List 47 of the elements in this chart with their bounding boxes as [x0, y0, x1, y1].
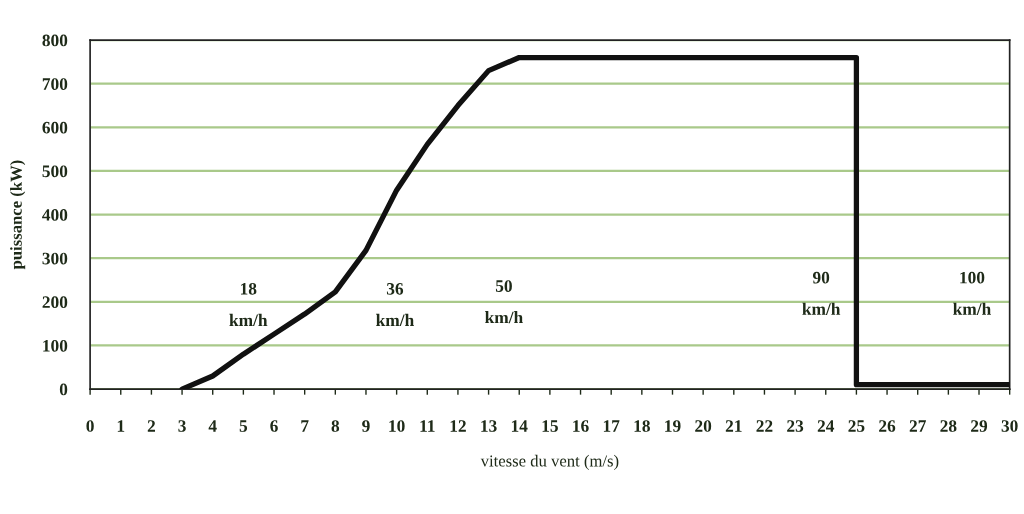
x-tick-label: 11: [420, 420, 435, 432]
annotation: 100 km/h: [953, 271, 991, 315]
x-tick-label: 20: [695, 420, 712, 432]
x-tick-label: 5: [239, 420, 248, 432]
x-tick-label: 16: [573, 420, 589, 432]
x-tick-label: 17: [603, 420, 620, 432]
x-tick-label: 30: [1001, 420, 1018, 432]
x-tick-label: 8: [331, 420, 340, 432]
annotation: 50 km/h: [485, 280, 523, 324]
y-tick-label: 800: [42, 34, 68, 47]
y-axis-title: puissance (kW): [10, 160, 26, 270]
x-tick-label: 12: [450, 420, 466, 432]
x-tick-label: 23: [787, 420, 804, 432]
x-tick-label: 18: [634, 420, 650, 432]
x-tick-label: 0: [86, 420, 94, 432]
x-tick-label: 9: [362, 420, 370, 432]
x-tick-label: 14: [511, 420, 528, 432]
y-tick-label: 0: [59, 383, 68, 396]
x-axis-title: vitesse du vent (m/s): [480, 454, 619, 470]
x-tick-label: 24: [817, 420, 835, 432]
x-tick-label: 1: [117, 420, 125, 432]
x-tick-label: 2: [147, 420, 156, 432]
x-tick-label: 19: [665, 420, 681, 432]
x-tick-label: 29: [971, 420, 988, 432]
x-tick-label: 3: [178, 420, 186, 432]
y-tick-label: 300: [42, 252, 68, 265]
x-tick-label: 4: [208, 420, 217, 432]
x-tick-label: 25: [848, 420, 865, 432]
x-tick-label: 7: [301, 420, 309, 432]
x-tick-label: 28: [940, 420, 957, 432]
annotation: 90 km/h: [802, 271, 841, 315]
x-tick-label: 6: [270, 420, 278, 432]
x-tick-label: 21: [725, 420, 742, 432]
annotation: 36 km/h: [376, 283, 414, 327]
x-tick-label: 13: [481, 420, 497, 432]
x-tick-label: 26: [879, 420, 896, 432]
x-tick-label: 27: [909, 420, 926, 432]
y-tick-label: 400: [42, 209, 68, 221]
y-tick-label: 100: [43, 339, 68, 352]
y-tick-label: 700: [42, 78, 68, 90]
y-tick-label: 600: [42, 121, 68, 134]
annotation: 18 km/h: [229, 282, 268, 327]
x-tick-label: 10: [389, 420, 405, 432]
x-tick-label: 22: [756, 420, 773, 432]
y-tick-label: 500: [42, 165, 68, 178]
y-tick-label: 200: [42, 296, 68, 309]
x-tick-label: 15: [542, 420, 558, 432]
